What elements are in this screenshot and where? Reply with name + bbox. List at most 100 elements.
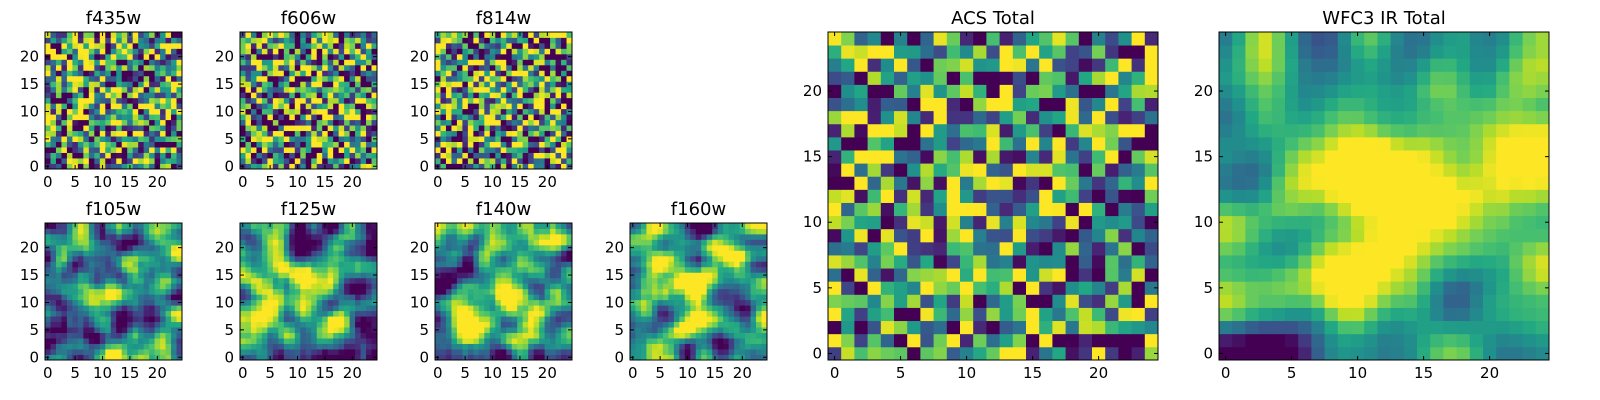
heatmap-cell (72, 53, 79, 60)
heatmap-cell (143, 158, 150, 164)
heatmap-cell (176, 305, 183, 312)
heatmap-cell (360, 152, 367, 159)
heatmap-cell (360, 92, 367, 99)
heatmap-cell (723, 283, 730, 290)
heatmap-cell (451, 228, 458, 235)
heatmap-cell (50, 158, 57, 164)
heatmap-cell (66, 228, 73, 235)
heatmap-cell (121, 81, 128, 88)
heatmap-cell (761, 338, 768, 344)
heatmap-cell (717, 343, 724, 350)
heatmap-cell (467, 261, 474, 268)
heatmap-cell (651, 332, 658, 339)
heatmap-cell (250, 136, 257, 142)
heatmap-cell (110, 343, 117, 350)
heatmap-cell (344, 70, 350, 77)
heatmap-cell (517, 244, 524, 251)
heatmap-cell (640, 332, 647, 339)
heatmap-cell (561, 305, 567, 312)
heatmap-cell (338, 37, 345, 44)
heatmap-cell (300, 70, 307, 77)
heatmap-cell (533, 119, 540, 126)
heatmap-cell (506, 32, 513, 38)
heatmap-cell (272, 294, 279, 301)
heatmap-cell (355, 163, 361, 170)
heatmap-cell (555, 244, 562, 251)
heatmap-cell (528, 125, 535, 132)
heatmap-cell (327, 53, 334, 60)
heatmap-cell (66, 223, 73, 229)
heatmap-cell (66, 277, 73, 284)
heatmap-cell (712, 294, 719, 301)
heatmap-cell (250, 70, 257, 77)
heatmap-cell (445, 349, 452, 355)
heatmap-cell (283, 316, 290, 323)
heatmap-cell (165, 108, 172, 115)
x-tick-label: 15 (120, 173, 139, 191)
heatmap-cell (561, 288, 567, 295)
heatmap-cell (121, 310, 128, 317)
heatmap-cell (110, 163, 117, 170)
heatmap-cell (495, 228, 502, 235)
heatmap-cell (506, 152, 513, 159)
heatmap-cell (94, 119, 101, 126)
heatmap-cell (77, 152, 84, 159)
heatmap-cell (300, 103, 307, 110)
heatmap-cell (717, 349, 724, 355)
heatmap-cell (165, 53, 172, 60)
heatmap-cell (305, 158, 312, 164)
heatmap-cell (723, 261, 730, 268)
heatmap-cell (517, 266, 524, 273)
heatmap-cell (500, 310, 507, 317)
heatmap-cell (690, 288, 697, 295)
heatmap-cell (338, 158, 345, 164)
heatmap-cell (349, 255, 356, 262)
heatmap-cell (640, 343, 647, 350)
heatmap-cell (506, 261, 513, 268)
heatmap-cell (550, 354, 556, 361)
heatmap-cell (550, 48, 556, 55)
heatmap-cell (495, 332, 502, 339)
heatmap-cell (99, 114, 106, 121)
heatmap-cell (723, 305, 730, 312)
heatmap-cell (83, 141, 90, 148)
heatmap-cell (478, 305, 485, 312)
heatmap-cell (272, 141, 279, 148)
heatmap-cell (462, 299, 469, 306)
heatmap-cell (489, 321, 496, 328)
heatmap-cell (695, 250, 702, 257)
heatmap-cell (311, 266, 318, 273)
heatmap-cell (327, 283, 334, 290)
heatmap-cell (673, 299, 680, 306)
heatmap-cell (745, 316, 751, 323)
heatmap-cell (511, 86, 518, 93)
heatmap-cell (544, 277, 551, 284)
heatmap-cell (555, 130, 562, 137)
heatmap-cell (473, 64, 480, 71)
heatmap-cell (522, 277, 529, 284)
heatmap-cell (171, 97, 177, 104)
heatmap-cell (99, 288, 106, 295)
heatmap-cell (528, 272, 535, 279)
heatmap-cell (333, 343, 340, 350)
heatmap-cell (506, 59, 513, 66)
heatmap-cell (456, 108, 463, 115)
heatmap-cell (1105, 255, 1119, 269)
heatmap-cell (83, 283, 90, 290)
heatmap-cell (278, 81, 285, 88)
heatmap-cell (294, 228, 301, 235)
heatmap-cell (72, 255, 79, 262)
heatmap-cell (723, 299, 730, 306)
heatmap-cell (94, 354, 101, 361)
heatmap-cell (250, 338, 257, 344)
heatmap-cell (77, 316, 84, 323)
x-tick-label: 10 (93, 364, 112, 382)
heatmap-cell (278, 147, 285, 153)
heatmap-cell (440, 321, 447, 328)
heatmap-cell (561, 277, 567, 284)
heatmap-cell (55, 272, 62, 279)
heatmap-cell (435, 332, 441, 339)
heatmap-cell (533, 343, 540, 350)
heatmap-cell (355, 75, 361, 82)
heatmap-cell (635, 288, 642, 295)
